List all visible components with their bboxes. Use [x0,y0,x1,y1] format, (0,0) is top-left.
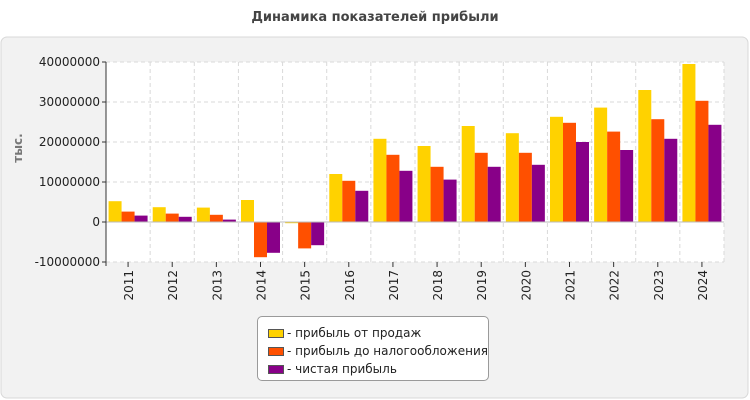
bar-2018-s1 [417,146,431,222]
y-axis: -10000000 0 10000000 20000000 30000000 400000… [35,55,106,269]
bar-2014-s2 [254,222,267,258]
chart-title: Динамика показателей прибыли [251,10,499,25]
bar-2022-s2 [607,131,621,222]
bar-2015-s1 [285,222,299,224]
bar-2020-s2 [518,152,532,222]
bar-2021-s1 [550,116,563,222]
bar-2012-s1 [152,207,166,222]
bar-2018-s3 [443,179,457,222]
y-axis-label: тыс. [11,133,25,162]
bars [108,64,722,258]
bar-2012-s2 [165,213,179,222]
x-tick-label: 2023 [652,270,666,301]
bar-2017-s3 [399,170,413,222]
bar-2015-s2 [298,222,312,249]
bar-2020-s1 [505,133,519,222]
x-tick-label: 2014 [255,270,269,301]
bar-2018-s2 [430,166,444,222]
legend-label: - прибыль до налогообложения [287,344,488,358]
y-tick-label: 40000000 [39,55,100,69]
y-tick-label: 30000000 [39,95,100,109]
y-tick-label: 0 [92,215,100,229]
bar-2016-s2 [342,180,356,222]
legend-swatch [268,328,284,338]
x-tick-label: 2024 [696,270,710,301]
bar-2019-s2 [474,152,488,222]
bar-2021-s3 [576,142,589,222]
x-tick-label: 2021 [564,270,578,301]
bar-2015-s3 [311,222,325,246]
bar-2017-s2 [386,154,400,222]
bar-2014-s3 [267,222,280,253]
x-tick-label: 2019 [475,270,489,301]
bar-2023-s3 [664,138,678,222]
legend-label: - прибыль от продаж [287,326,422,340]
x-tick-label: 2016 [343,270,357,301]
legend-swatch [268,346,284,356]
bar-2024-s2 [695,100,709,222]
x-tick-label: 2013 [210,270,224,301]
bar-2016-s1 [329,174,343,222]
legend-item: - прибыль от продаж [268,324,488,342]
bar-2023-s1 [638,90,652,222]
bar-2012-s3 [178,216,192,222]
y-tick-label: 20000000 [39,135,100,149]
bar-2011-s2 [121,211,135,222]
bar-2016-s3 [355,190,369,222]
bar-2024-s3 [708,124,722,222]
x-tick-label: 2012 [166,270,180,301]
bar-2014-s1 [241,200,254,222]
x-tick-label: 2018 [431,270,445,301]
x-tick-label: 2017 [387,270,401,301]
x-tick-label: 2020 [519,270,533,301]
bar-2023-s2 [651,119,665,222]
bar-2022-s1 [594,107,608,222]
legend-swatch [268,364,284,374]
bar-2011-s1 [108,201,122,222]
x-tick-label: 2011 [122,270,136,301]
legend-item: - прибыль до налогообложения [268,342,488,360]
bar-2013-s3 [222,219,236,222]
legend: - прибыль от продаж - прибыль до налогоо… [257,316,489,381]
bar-2017-s1 [373,138,387,222]
bar-2013-s2 [209,214,223,222]
bar-2019-s1 [461,126,475,222]
bar-2013-s1 [196,207,210,222]
legend-item: - чистая прибыль [268,360,488,378]
x-tick-label: 2015 [299,270,313,301]
bar-2022-s3 [620,150,634,222]
bar-2021-s2 [563,122,576,222]
legend-label: - чистая прибыль [287,362,397,376]
x-tick-label: 2022 [608,270,622,301]
bar-2011-s3 [134,215,148,222]
y-tick-label: 10000000 [39,175,100,189]
bar-2019-s3 [487,166,501,222]
x-axis: 2011 2012 2013 2014 2015 2016 2017 2018 2019 2020… [122,262,710,301]
bar-2024-s1 [682,64,696,222]
y-tick-label: -10000000 [35,255,100,269]
bar-2020-s3 [531,164,545,222]
